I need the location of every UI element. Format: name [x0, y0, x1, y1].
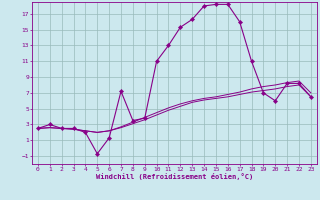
X-axis label: Windchill (Refroidissement éolien,°C): Windchill (Refroidissement éolien,°C) [96, 173, 253, 180]
